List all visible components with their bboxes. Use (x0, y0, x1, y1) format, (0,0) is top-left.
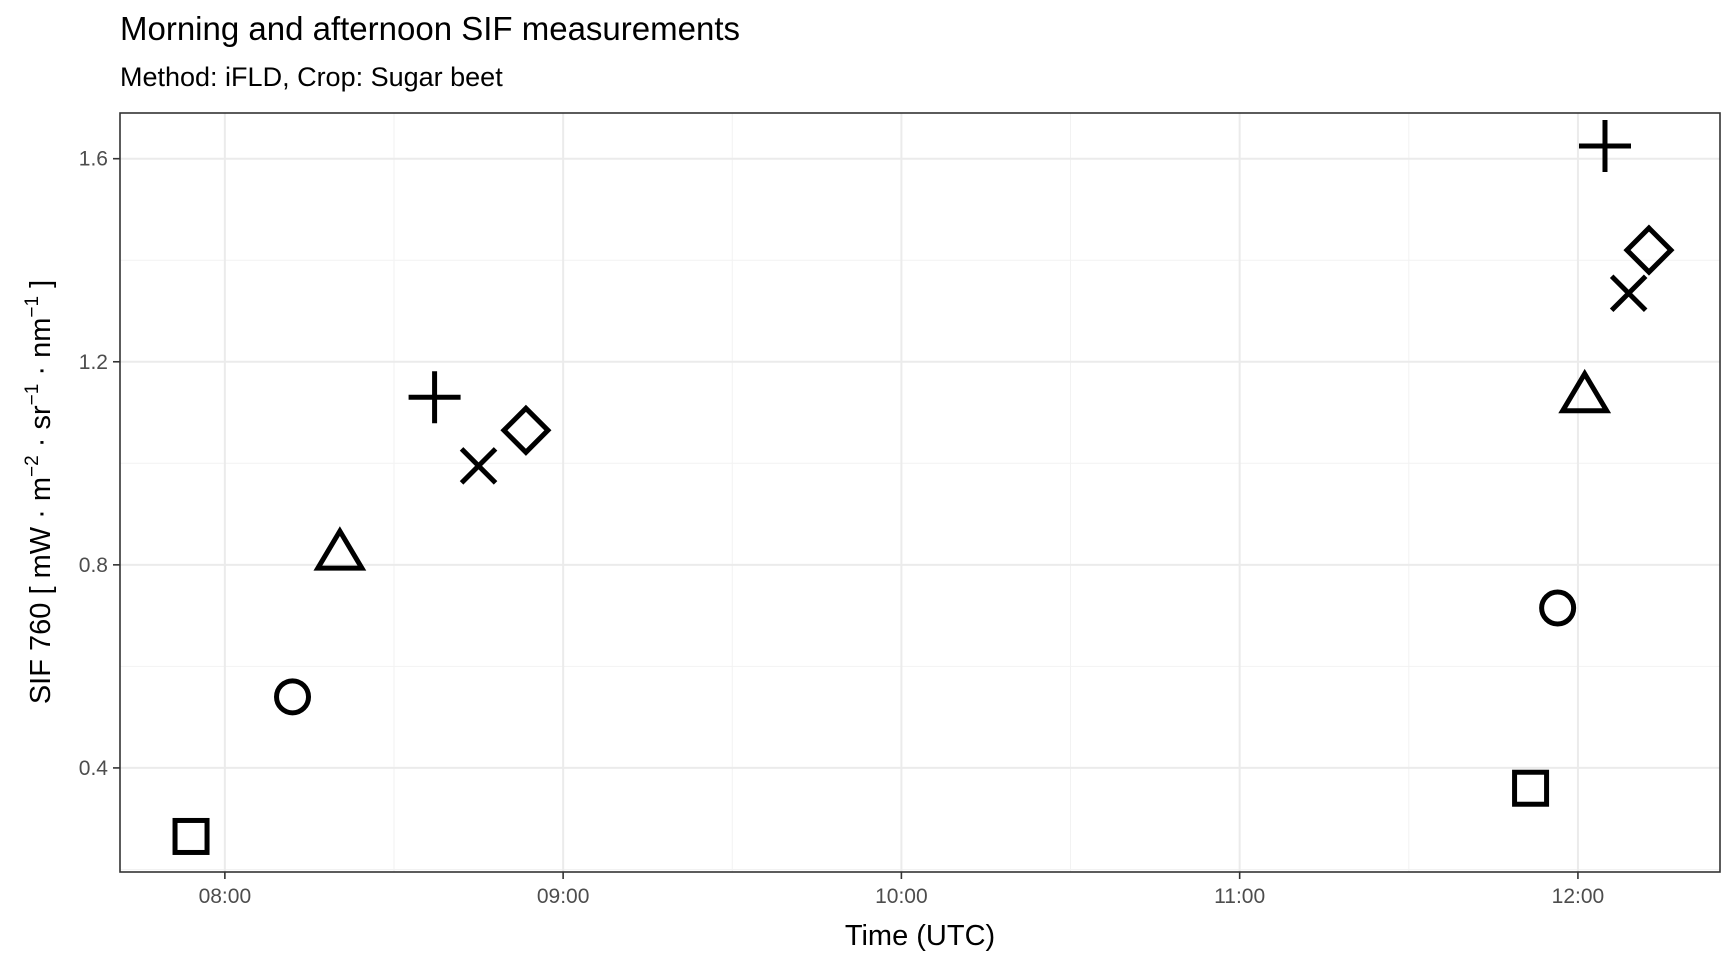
y-axis: 0.4 0.8 1.2 1.6 (79, 148, 120, 780)
data-point-square (1512, 769, 1550, 807)
data-points (172, 120, 1675, 855)
minor-gridlines (120, 113, 1720, 872)
y-tick-label: 0.4 (79, 757, 109, 780)
plot-background (120, 113, 1720, 872)
x-tick-label: 12:00 (1552, 885, 1605, 908)
data-point-circle (1539, 589, 1577, 627)
x-tick-label: 08:00 (199, 885, 252, 908)
y-tick-label: 1.6 (79, 148, 108, 171)
chart-subtitle: Method: iFLD, Crop: Sugar beet (120, 62, 503, 92)
y-tick-label: 0.8 (79, 554, 108, 577)
plot-border (119, 112, 1721, 873)
data-point-plus (408, 371, 461, 424)
y-axis-title: SIF 760 [ mW · m−2 · sr−1 · nm−1 ] (22, 280, 57, 704)
x-axis-title: Time (UTC) (845, 920, 995, 952)
x-axis: 08:00 09:00 10:00 11:00 12:00 (199, 872, 1605, 908)
major-gridlines (120, 113, 1720, 872)
data-point-circle (274, 678, 312, 716)
data-point-triangle (313, 526, 367, 571)
data-point-cross (1609, 274, 1648, 312)
data-point-diamond (500, 404, 552, 456)
data-point-triangle (1558, 368, 1612, 414)
data-point-square (172, 817, 210, 855)
x-tick-label: 09:00 (537, 885, 590, 908)
x-tick-label: 11:00 (1214, 885, 1265, 908)
data-point-plus (1578, 120, 1631, 172)
chart-title: Morning and afternoon SIF measurements (120, 10, 740, 47)
data-point-diamond (1623, 224, 1675, 276)
y-tick-label: 1.2 (79, 351, 108, 374)
x-tick-label: 10:00 (875, 885, 928, 908)
data-point-cross (459, 447, 498, 485)
